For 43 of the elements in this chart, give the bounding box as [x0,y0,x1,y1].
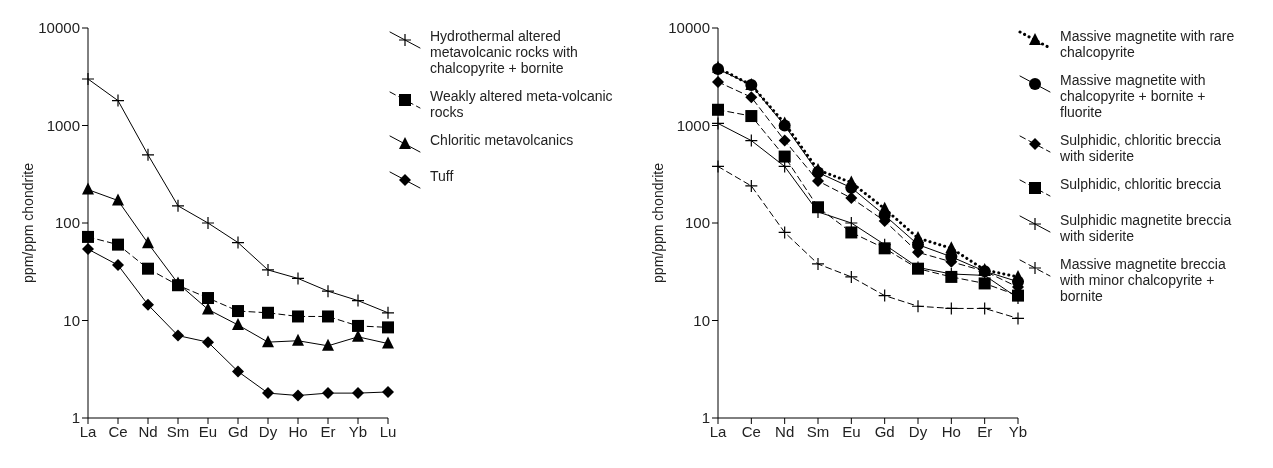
y-tick-label: 10000 [38,19,80,37]
y-axis-title: ppm/ppm chondrite [649,162,666,283]
y-tick-label: 10 [693,311,710,329]
x-tick-label: Ho [288,422,308,440]
x-tick-label: Eu [842,422,861,440]
y-tick-label: 1000 [676,116,710,134]
x-tick-label: La [79,422,97,440]
y-tick-label: 1 [701,409,710,427]
legend-label: Hydrothermal altered metavolcanic rocks with chalcopyrite + bornite [430,28,579,76]
x-tick-label: Dy [258,422,278,440]
x-tick-label: Yb [1008,422,1028,440]
x-tick-label: Er [320,422,336,440]
legend-label: Sulphidic magnetite breccia with siderite [1060,212,1233,244]
y-tick-label: 1000 [46,116,80,134]
y-tick-label: 10 [63,311,80,329]
x-tick-label: Dy [908,422,928,440]
x-tick-label: Nd [138,422,158,440]
legend-label: Massive magnetite breccia with minor chalcopyrite + bornite [1060,256,1227,304]
x-tick-label: Lu [379,422,397,440]
y-tick-label: 1 [71,409,80,427]
x-tick-label: Sm [166,422,190,440]
x-tick-label: Ce [741,422,761,440]
x-tick-label: Gd [874,422,895,440]
x-tick-label: Ho [941,422,961,440]
legend-label: Tuff [430,168,454,184]
legend-label: Sulphidic, chloritic breccia with siderite [1060,132,1223,164]
legend-label: Massive magnetite with rare chalcopyrite [1060,28,1236,60]
x-tick-label: Ce [108,422,128,440]
y-axis-title: ppm/ppm chondrite [19,162,36,283]
x-tick-label: Eu [198,422,218,440]
x-tick-label: Yb [348,422,368,440]
legend-label: Massive magnetite with chalcopyrite + bornite + fluorite [1060,72,1207,120]
x-tick-label: Sm [806,422,830,440]
x-tick-label: La [709,422,727,440]
legend-label: Weakly altered meta-volcanic rocks [430,88,614,120]
y-tick-label: 100 [684,214,710,232]
x-tick-label: Nd [775,422,795,440]
y-tick-label: 10000 [668,19,710,37]
x-tick-label: Er [977,422,993,440]
legend-label: Sulphidic, chloritic breccia [1060,176,1222,192]
y-tick-label: 100 [54,214,80,232]
legend-label: Chloritic metavolcanics [430,132,574,148]
x-tick-label: Gd [227,422,249,440]
